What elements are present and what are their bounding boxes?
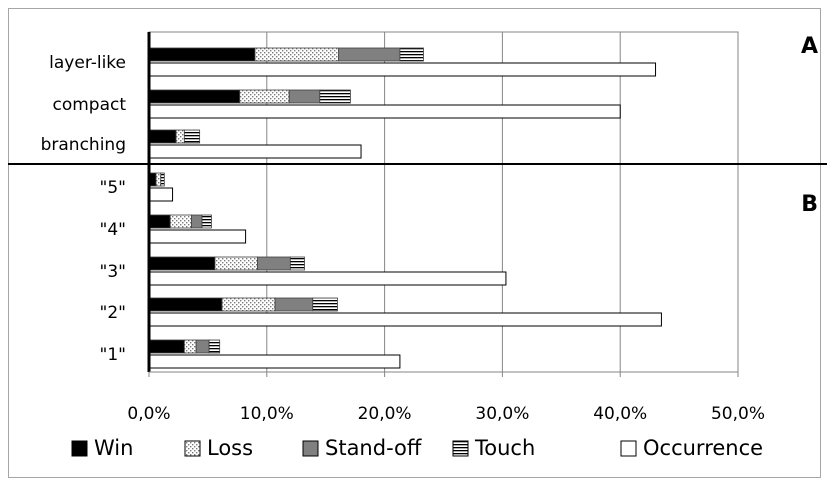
bar-loss-segment [175,129,185,144]
bar-stand-off-segment [274,297,314,312]
category-label: branching [41,135,126,155]
bar-loss-segment [221,297,276,312]
bar-stand-off-segment [195,339,210,354]
panel-labels: AB [801,34,818,217]
bar-touch-segment [399,47,424,62]
bar-occurrence [148,144,362,159]
chart-frame [8,8,821,478]
category-label: "1" [100,345,126,365]
legend-swatch-stand-off [302,440,319,457]
bar-loss-segment [155,172,162,187]
bars [148,47,662,369]
bar-win-segment [148,339,185,354]
bar-loss-segment [214,256,258,271]
x-tick-label: 10,0% [240,404,294,424]
bar-win-segment [148,256,216,271]
bar-stand-off-segment [256,256,291,271]
bar-occurrence [148,62,657,77]
bar-touch-segment [160,172,165,187]
legend-label-win: Win [94,436,133,460]
category-label: compact [52,95,126,115]
bar-stand-off-segment [191,214,203,229]
legend: Win Loss Stand-off Touch Occurrence [71,436,763,460]
bar-loss-segment [183,339,197,354]
bar-touch-segment [183,129,201,144]
legend-swatch-loss [184,440,201,457]
axes [8,32,827,377]
bar-touch-segment [312,297,338,312]
bar-touch-segment [201,214,212,229]
panel-label-a: A [801,34,818,59]
bar-win-segment [148,214,171,229]
legend-label-touch: Touch [474,436,535,460]
bar-touch-segment [208,339,221,354]
legend-label-loss: Loss [207,436,253,460]
category-label: "5" [100,178,126,198]
legend-swatch-win [71,440,88,457]
bar-touch-segment [289,256,305,271]
bar-loss-segment [239,89,290,104]
bar-loss-segment [254,47,340,62]
bar-occurrence [148,271,507,286]
x-tick-labels: 0,0% 10,0% 20,0% 30,0% 40,0% 50,0% [127,404,765,424]
bar-touch-segment [319,89,351,104]
category-label: layer-like [49,53,126,73]
legend-swatch-occurrence [620,440,637,457]
bar-win-segment [148,89,241,104]
legend-swatch-touch [452,440,469,457]
x-tick-label: 20,0% [358,404,412,424]
panel-label-b: B [801,192,818,217]
bar-win-segment [148,129,177,144]
bar-occurrence [148,312,662,327]
x-tick-label: 0,0% [127,404,170,424]
bar-win-segment [148,297,223,312]
category-label: "4" [100,220,126,240]
legend-label-stand-off: Stand-off [325,436,422,460]
bar-win-segment [148,47,256,62]
bar-loss-segment [169,214,192,229]
category-label: "3" [100,262,126,282]
bar-occurrence [148,229,247,244]
x-tick-label: 40,0% [593,404,647,424]
x-tick-label: 30,0% [475,404,529,424]
bar-occurrence [148,354,401,369]
bar-occurrence [148,187,174,202]
legend-label-occurrence: Occurrence [643,436,763,460]
bar-stand-off-segment [338,47,401,62]
category-label: "2" [100,303,126,323]
bar-occurrence [148,104,621,119]
x-tick-label: 50,0% [711,404,765,424]
category-labels: layer-like compact branching "5" "4" "3" "2" "1… [41,53,127,365]
bar-stand-off-segment [288,89,321,104]
